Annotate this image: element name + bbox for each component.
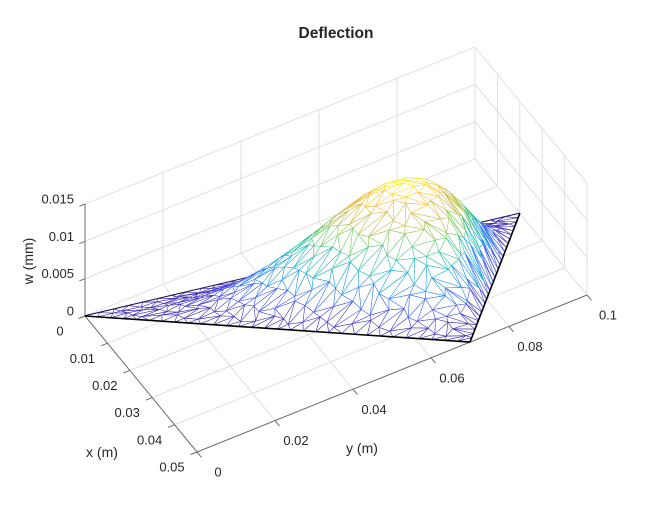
y-axis-label: y (m) [346,440,378,456]
y-tick-label: 0.1 [599,308,617,323]
x-tick-label: 0.02 [92,378,117,393]
tick-labels: 0 0.01 0.02 0.03 0.04 0.05 0 0.02 0.04 0.06 0.08 0.… [41,192,617,480]
y-axis-line [196,294,588,453]
grid-line [474,46,588,184]
z-axis-label: w (mm) [20,238,36,286]
y-tick-label: 0.02 [283,433,308,448]
y-tick-mark [274,420,280,427]
y-tick-mark [508,326,514,333]
y-tick-mark [430,357,436,364]
x-tick-label: 0.05 [159,460,184,475]
x-tick-mark [190,451,198,456]
surface-mesh [84,177,521,343]
z-tick-mark [79,203,86,207]
x-tick-label: 0.03 [115,405,140,420]
z-tick-label: 0.01 [49,229,74,244]
y-tick-label: 0.08 [517,339,542,354]
x-tick-mark [123,369,130,374]
x-axis-label: x (m) [86,444,118,460]
y-tick-label: 0 [214,465,221,480]
y-tick-mark [196,451,202,458]
plot-title: Deflection [299,25,374,42]
y-tick-mark [352,388,358,395]
y-tick-label: 0.06 [439,370,464,385]
axis-lines [78,203,592,458]
grid-line [84,121,476,280]
grid-line [84,46,476,205]
x-tick-label: 0.04 [137,432,162,447]
grid-line [474,84,588,221]
x-tick-label: 0 [56,324,63,339]
plate-right-edge [469,213,521,343]
z-tick-mark [79,240,86,244]
grid-line [84,83,476,242]
grid-line [474,121,588,258]
plate-front-edge [84,315,471,343]
z-tick-mark [79,278,86,282]
grid-line [474,158,588,296]
x-tick-mark [100,342,108,347]
z-tick-label: 0 [67,304,74,319]
x-axis-line [84,315,198,453]
x-tick-mark [167,424,175,428]
z-tick-mark [79,315,86,319]
z-tick-label: 0.005 [41,266,74,281]
grid-line [174,267,565,426]
y-tick-label: 0.04 [361,402,386,417]
x-tick-mark [145,397,153,401]
y-tick-mark [586,294,592,301]
z-tick-label: 0.015 [41,192,74,207]
x-tick-label: 0.01 [70,351,95,366]
